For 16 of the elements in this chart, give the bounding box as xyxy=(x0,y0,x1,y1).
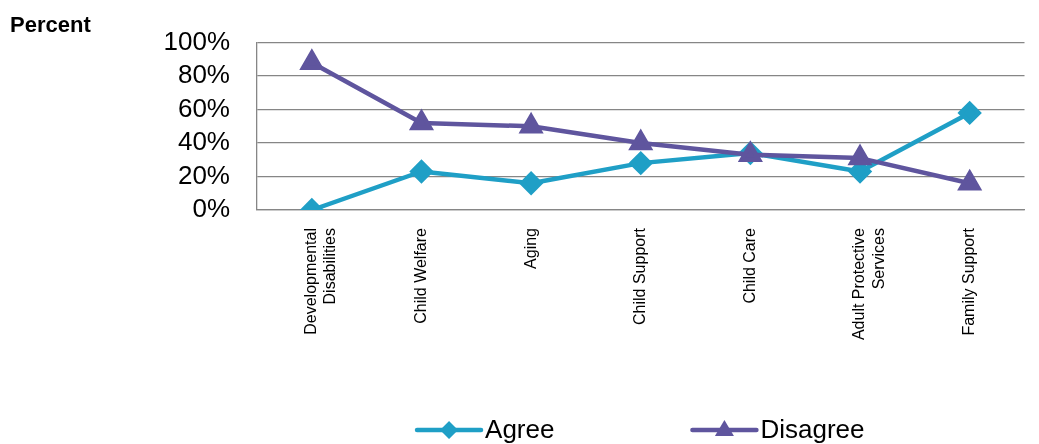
legend-label: Agree xyxy=(485,414,555,444)
x-tick-label: Child Care xyxy=(740,227,758,304)
x-tick-label: Developmental Disabilities xyxy=(302,228,339,335)
x-tick-label: Child Welfare xyxy=(411,227,429,324)
y-tick-label: 60% xyxy=(177,92,230,123)
y-axis-title: Percent xyxy=(10,12,92,38)
x-tick-label: Aging xyxy=(521,228,539,269)
x-tick-label: Family Support xyxy=(960,227,978,336)
y-tick-label: 100% xyxy=(163,25,230,56)
y-tick-label: 20% xyxy=(177,159,230,190)
legend-label: Disagree xyxy=(760,414,865,444)
x-tick-label: Adult Protective Services xyxy=(850,227,887,341)
x-tick-label: Child Support xyxy=(631,227,649,325)
y-tick-label: 0% xyxy=(192,193,230,224)
y-tick-label: 40% xyxy=(177,126,230,157)
y-tick-label: 80% xyxy=(177,59,230,90)
